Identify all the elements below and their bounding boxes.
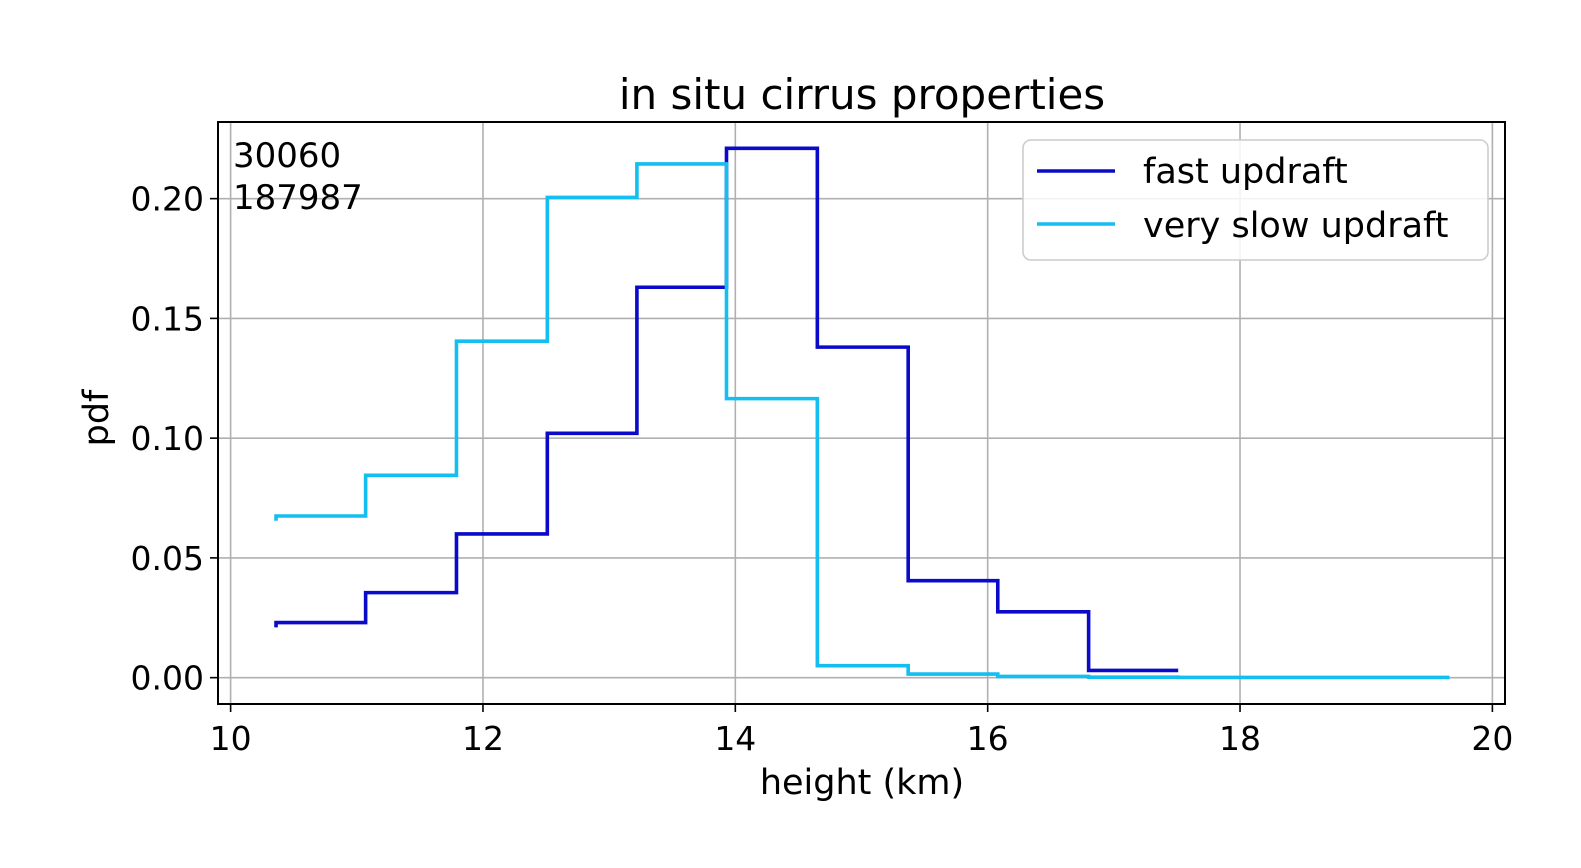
x-axis: 10 12 14 16 18 20 [210, 704, 1513, 758]
x-tick-label: 14 [714, 719, 756, 758]
plot-frame [217, 121, 1506, 705]
legend: fast updraft very slow updraft [1022, 139, 1489, 261]
grid-lines [218, 122, 1505, 704]
y-tick-label: 0.15 [131, 299, 204, 338]
y-tick-label: 0.10 [131, 419, 204, 458]
y-tick-label: 0.20 [131, 180, 204, 219]
x-tick-label: 20 [1471, 719, 1513, 758]
y-axis-label: pdf [77, 389, 117, 446]
y-tick-label: 0.00 [131, 659, 204, 698]
x-axis-label: height (km) [760, 763, 964, 803]
series-layer [274, 146, 1450, 680]
y-axis: 0.00 0.05 0.10 0.15 0.20 [131, 180, 218, 698]
series-line-very-slow-updraft [274, 162, 1450, 680]
x-tick-label: 12 [462, 719, 504, 758]
annotation-count-2: 187987 [233, 178, 363, 218]
legend-label-very-slow-updraft: very slow updraft [1143, 206, 1448, 246]
x-tick-label: 18 [1219, 719, 1261, 758]
x-tick-label: 16 [967, 719, 1009, 758]
y-tick-label: 0.05 [131, 539, 204, 578]
annotation-count-1: 30060 [233, 136, 341, 176]
chart-title: in situ cirrus properties [619, 70, 1105, 119]
legend-label-fast-updraft: fast updraft [1143, 152, 1348, 192]
x-tick-label: 10 [210, 719, 252, 758]
legend-box [1022, 139, 1489, 261]
